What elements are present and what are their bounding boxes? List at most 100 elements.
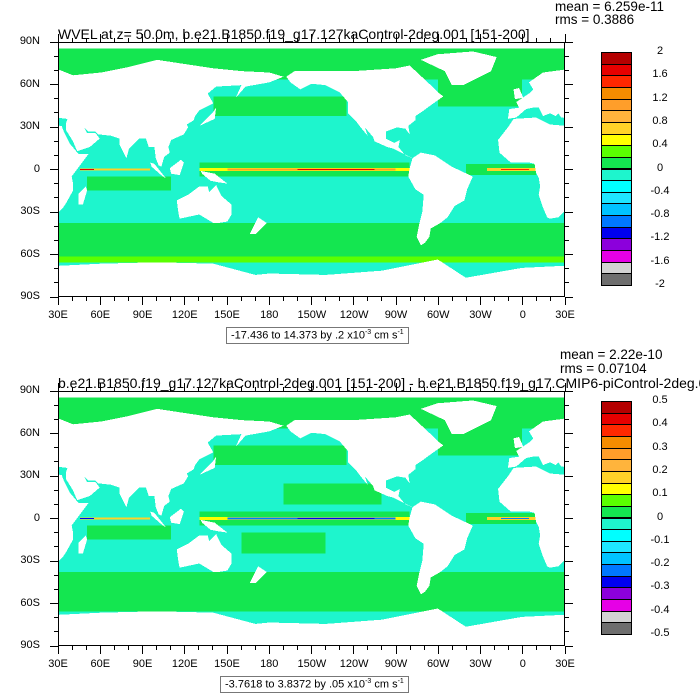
land-eurasia (59, 59, 284, 167)
land-japan (199, 456, 217, 475)
axis-tick (564, 383, 566, 391)
x-tick-label: 30E (555, 309, 575, 321)
axis-tick (311, 383, 312, 391)
x-tick-label: 90E (132, 658, 153, 670)
axis-tick (156, 646, 158, 650)
units-exponent: -1 (397, 329, 404, 336)
axis-tick (184, 383, 186, 391)
colorbar-label: 0.1 (652, 487, 668, 500)
land-eurasia (59, 408, 284, 516)
equatorial-upwelling-peak (297, 168, 375, 171)
axis-tick (54, 503, 58, 505)
indian-ocean-band (87, 176, 172, 191)
axis-tick (282, 387, 284, 391)
x-tick-label: 150W (297, 658, 327, 670)
axis-tick (565, 390, 573, 392)
axis-tick (254, 646, 256, 650)
contour-range: -17.436 to 14.373 by .2 x10 (231, 329, 365, 342)
axis-tick (409, 646, 411, 650)
axis-tick (142, 383, 143, 391)
axis-tick (565, 475, 573, 477)
axis-tick (565, 296, 573, 298)
axis-tick (254, 38, 256, 42)
axis-tick (156, 387, 158, 391)
axis-tick (54, 239, 58, 241)
x-tick-label: 90W (384, 658, 408, 670)
axis-tick (565, 225, 569, 227)
colorbar-box (601, 273, 632, 286)
axis-tick (565, 489, 569, 491)
land-africa (59, 125, 89, 212)
axis-tick (381, 38, 383, 42)
axis-tick (311, 34, 312, 42)
land-arctic (59, 43, 270, 49)
axis-tick (395, 34, 397, 42)
x-tick-label: 0 (519, 309, 526, 321)
axis-tick (465, 38, 467, 42)
axis-tick (508, 387, 510, 391)
axis-tick (522, 297, 524, 305)
axis-tick (268, 297, 270, 305)
axis-tick (339, 387, 341, 391)
axis-tick (565, 503, 569, 505)
colorbar-label: 0.4 (652, 138, 668, 151)
contour-range: -3.7618 to 3.8372 by .05 x10 (225, 678, 366, 691)
axis-tick (480, 34, 481, 42)
pacific-subtropical-band (283, 483, 382, 505)
axis-tick (381, 297, 383, 301)
axis-tick (367, 38, 369, 42)
axis-tick (54, 532, 58, 534)
axis-tick (71, 38, 73, 42)
x-tick-label: 0 (519, 658, 526, 670)
axis-tick (423, 387, 425, 391)
axis-tick (54, 404, 58, 406)
axis-tick (565, 154, 569, 156)
colorbar-label: -0.3 (650, 580, 670, 593)
axis-tick (565, 211, 573, 213)
axis-tick (85, 387, 87, 391)
axis-tick (565, 98, 569, 100)
axis-tick (437, 383, 439, 391)
axis-tick (339, 297, 341, 301)
colorbar-box (601, 622, 632, 635)
units: cm s (371, 678, 398, 691)
axis-tick (54, 588, 58, 590)
axis-tick (127, 297, 129, 301)
y-tick-label: 60N (19, 426, 40, 439)
axis-tick (550, 646, 552, 650)
colorbar-label: -1.2 (650, 231, 670, 244)
southern-ocean-band (59, 222, 270, 257)
axis-tick (565, 197, 569, 199)
axis-tick (54, 183, 58, 185)
axis-tick (184, 34, 186, 42)
land-arctic (269, 392, 564, 398)
axis-tick (127, 646, 129, 650)
southern-ocean-band (59, 571, 270, 606)
equatorial-upwelling-peak (297, 517, 375, 520)
land-africa (59, 474, 89, 561)
y-tick-label: 60S (20, 247, 40, 260)
axis-tick (50, 84, 58, 85)
axis-tick (423, 646, 425, 650)
axis-tick (54, 631, 58, 633)
axis-tick (254, 297, 256, 301)
colorbar-label: 0.2 (652, 463, 668, 476)
axis-tick (54, 447, 58, 449)
y-tick-label: 60N (19, 77, 40, 90)
axis-tick (565, 461, 569, 463)
x-tick-label: 30E (48, 309, 68, 321)
axis-tick (353, 383, 355, 391)
axis-tick (50, 433, 58, 434)
axis-tick (156, 297, 158, 301)
axis-tick (565, 631, 569, 633)
axis-tick (536, 646, 538, 650)
exponent: -3 (365, 678, 372, 685)
axis-tick (198, 38, 200, 42)
southern-ocean-band (269, 571, 564, 606)
colorbar-label: 2 (656, 45, 664, 57)
land-arctic (59, 392, 270, 398)
axis-tick (311, 297, 312, 305)
axis-tick (54, 546, 58, 548)
axis-tick (565, 418, 569, 420)
axis-tick (113, 297, 115, 301)
